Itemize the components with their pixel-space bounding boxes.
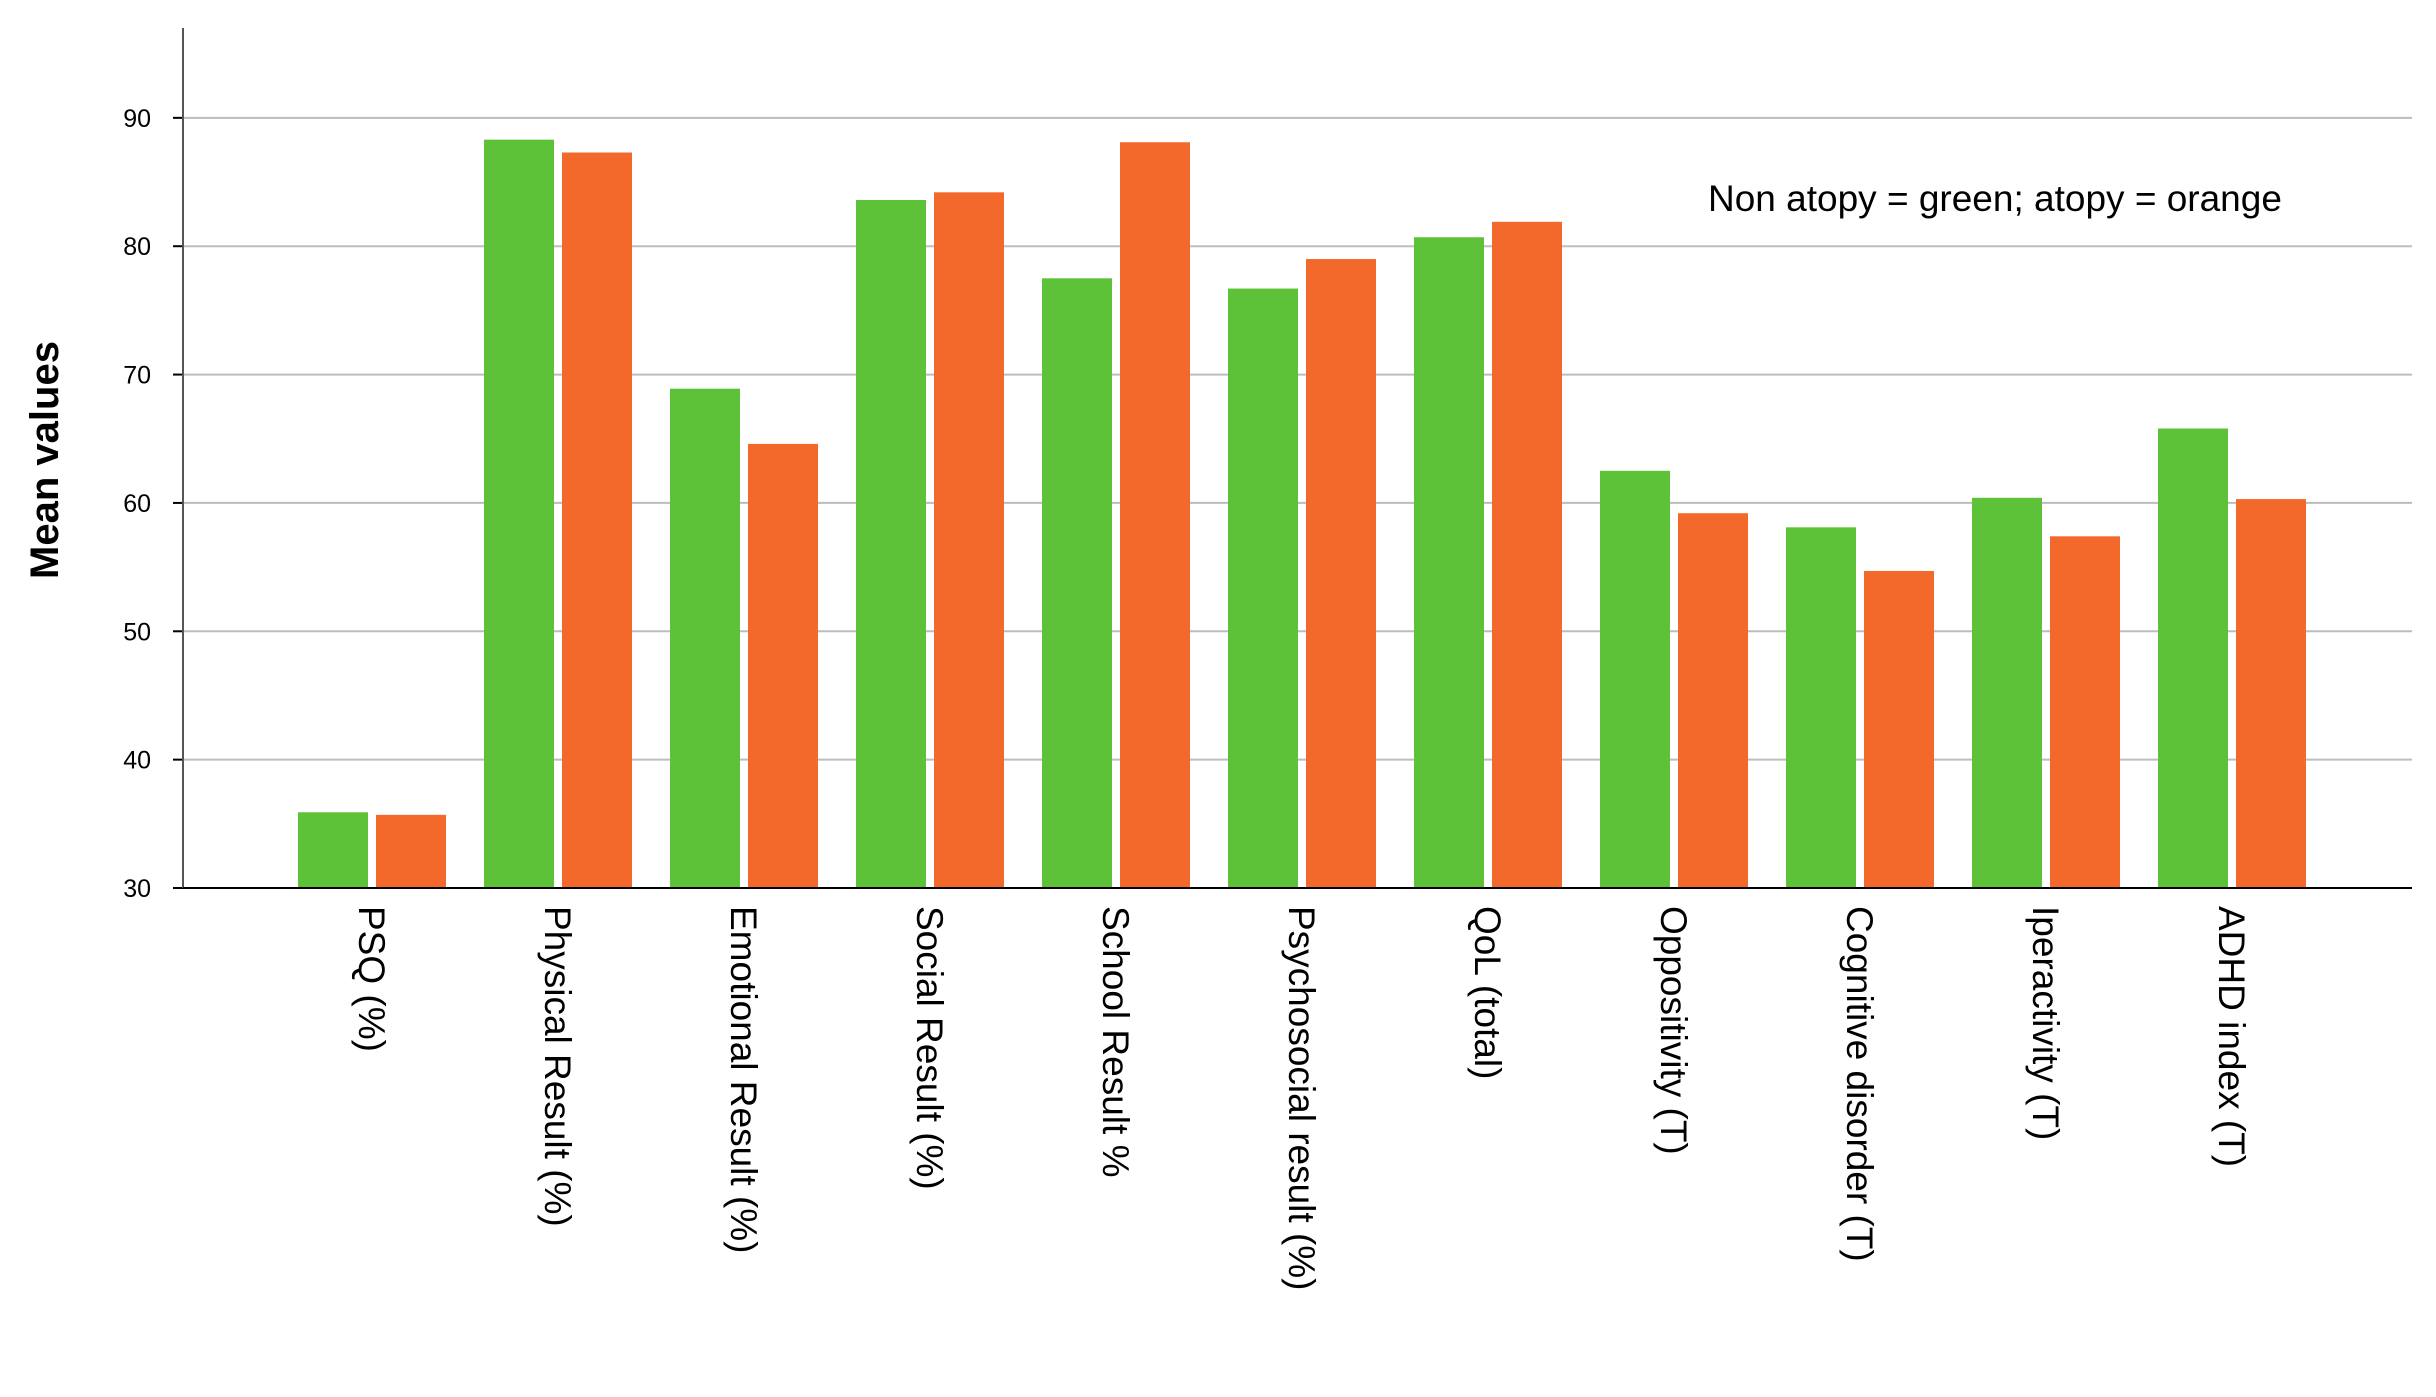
bar-series-2	[2236, 499, 2306, 888]
x-category-label: Physical Result (%)	[537, 906, 578, 1227]
bar-series-1	[1414, 237, 1484, 888]
bar-series-1	[1786, 527, 1856, 888]
x-category-label: Cognitive disorder (T)	[1839, 906, 1880, 1262]
x-category-label: Oppositivity (T)	[1653, 906, 1694, 1155]
x-category-label: School Result %	[1095, 906, 1136, 1177]
y-axis-label: Mean values	[23, 341, 67, 579]
axes	[173, 28, 2412, 889]
x-category-label: PSQ (%)	[351, 906, 392, 1052]
bar-series-1	[1042, 278, 1112, 889]
x-category-label: Emotional Result (%)	[723, 906, 764, 1254]
bar-series-2	[1120, 142, 1190, 889]
bar-series-1	[2158, 428, 2228, 888]
bar-series-2	[1306, 259, 1376, 888]
x-category-label: ADHD index (T)	[2211, 906, 2252, 1167]
y-tick-label: 90	[123, 105, 151, 133]
y-tick-label: 40	[123, 747, 151, 775]
y-tick-label: 30	[123, 875, 151, 903]
bar-series-2	[748, 443, 818, 888]
legend-annotation: Non atopy = green; atopy = orange	[1708, 178, 2282, 219]
y-tick-label: 70	[123, 362, 151, 390]
bar-series-2	[376, 814, 446, 888]
bar-series-1	[670, 388, 740, 888]
bar-series-2	[2050, 536, 2120, 888]
bar-series-2	[1864, 570, 1934, 888]
y-tick-labels: 30 40 50 60 70 80 90	[123, 105, 151, 903]
x-category-labels: PSQ (%) Physical Result (%) Emotional Resu…	[351, 906, 2252, 1291]
x-category-label: Psychosocial result (%)	[1281, 906, 1322, 1291]
bar-series-2	[934, 192, 1004, 888]
bars	[298, 139, 2306, 889]
bar-series-2	[1492, 221, 1562, 888]
bar-series-1	[856, 200, 926, 888]
x-category-label: Iperactivity (T)	[2025, 906, 2066, 1140]
bar-series-1	[1972, 497, 2042, 888]
bar-series-1	[298, 812, 368, 888]
bar-series-2	[1678, 513, 1748, 888]
x-category-label: Social Result (%)	[909, 906, 950, 1190]
bar-series-1	[1228, 288, 1298, 889]
y-tick-label: 60	[123, 490, 151, 518]
bar-series-1	[1600, 470, 1670, 888]
x-category-label: QoL (total)	[1467, 906, 1508, 1079]
bar-series-2	[562, 152, 632, 889]
y-tick-label: 80	[123, 233, 151, 261]
bar-series-1	[484, 139, 554, 889]
y-tick-label: 50	[123, 618, 151, 646]
